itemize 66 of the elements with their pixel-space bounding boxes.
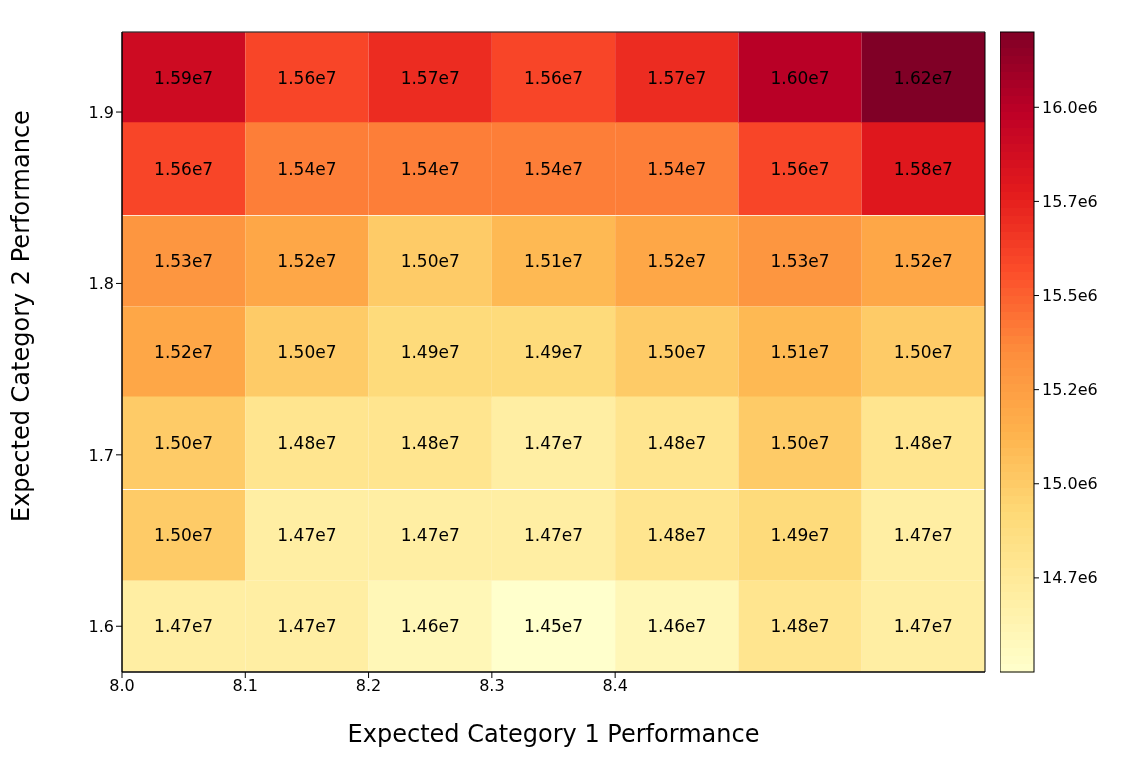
data-label: 1.48e7: [893, 432, 953, 453]
data-label: 1.51e7: [523, 251, 584, 272]
data-label: 1.50e7: [893, 342, 953, 363]
y-tick-label: 1.9: [88, 102, 114, 122]
data-label: 1.50e7: [154, 432, 214, 453]
x-axis-title: Expected Category 1 Performance: [347, 720, 760, 748]
data-label: 1.54e7: [523, 158, 584, 179]
data-label: 1.49e7: [523, 342, 584, 363]
data-label: 1.54e7: [277, 158, 337, 179]
data-label: 1.50e7: [154, 525, 214, 546]
data-label: 1.54e7: [400, 158, 460, 179]
data-label: 1.50e7: [400, 251, 460, 272]
data-label: 1.50e7: [277, 342, 337, 363]
y-tick-label: 1.6: [88, 616, 114, 636]
data-label: 1.47e7: [277, 525, 337, 546]
data-label: 1.57e7: [400, 67, 460, 88]
x-tick-label: 8.1: [232, 676, 259, 696]
color-bar-label: 15.5e6: [1042, 286, 1098, 306]
data-label: 1.49e7: [400, 342, 460, 363]
data-label: 1.52e7: [893, 251, 953, 272]
data-label: 1.49e7: [770, 525, 830, 546]
color-bar-label: 14.7e6: [1042, 568, 1098, 588]
data-label: 1.45e7: [523, 616, 584, 637]
data-label: 1.46e7: [647, 616, 707, 637]
data-label: 1.48e7: [400, 432, 460, 453]
data-label: 1.48e7: [277, 432, 337, 453]
x-tick-label: 8.2: [355, 676, 382, 696]
y-tick-label: 1.8: [88, 274, 114, 294]
data-label: 1.57e7: [647, 67, 707, 88]
data-label: 1.52e7: [277, 251, 337, 272]
data-label: 1.59e7: [154, 67, 214, 88]
data-label: 1.47e7: [154, 616, 214, 637]
color-bar-label: 15.0e6: [1042, 474, 1098, 494]
x-tick-label: 8.3: [479, 676, 505, 696]
data-label: 1.58e7: [893, 158, 953, 179]
data-label: 1.46e7: [400, 616, 460, 637]
data-label: 1.47e7: [523, 432, 584, 453]
data-label: 1.56e7: [154, 158, 214, 179]
data-label: 1.56e7: [277, 67, 337, 88]
data-label: 1.48e7: [770, 616, 830, 637]
data-label: 1.53e7: [154, 251, 214, 272]
data-label: 1.53e7: [770, 251, 830, 272]
data-label: 1.52e7: [154, 342, 214, 363]
data-label: 1.47e7: [893, 525, 953, 546]
x-tick-label: 8.4: [602, 676, 628, 696]
color-bar-label: 16.0e6: [1042, 97, 1098, 117]
data-label: 1.50e7: [647, 342, 707, 363]
data-label: 1.54e7: [647, 158, 707, 179]
data-label: 1.60e7: [770, 67, 830, 88]
color-bar-label: 15.7e6: [1042, 192, 1098, 212]
data-label: 1.47e7: [523, 525, 584, 546]
data-label: 1.48e7: [647, 525, 707, 546]
data-label: 1.47e7: [400, 525, 460, 546]
x-tick-label: 8.0: [109, 676, 135, 696]
data-label: 1.47e7: [893, 616, 953, 637]
y-axis-title: Expected Category 2 Performance: [6, 110, 35, 522]
data-label: 1.48e7: [647, 432, 707, 453]
data-label: 1.62e7: [893, 67, 953, 88]
data-label: 1.47e7: [277, 616, 337, 637]
data-label: 1.51e7: [770, 342, 830, 363]
data-label: 1.56e7: [523, 67, 584, 88]
data-label: 1.52e7: [647, 251, 707, 272]
color-bar-label: 15.2e6: [1042, 380, 1098, 400]
data-label: 1.56e7: [770, 158, 830, 179]
data-label: 1.50e7: [770, 432, 830, 453]
y-tick-label: 1.7: [88, 445, 114, 465]
